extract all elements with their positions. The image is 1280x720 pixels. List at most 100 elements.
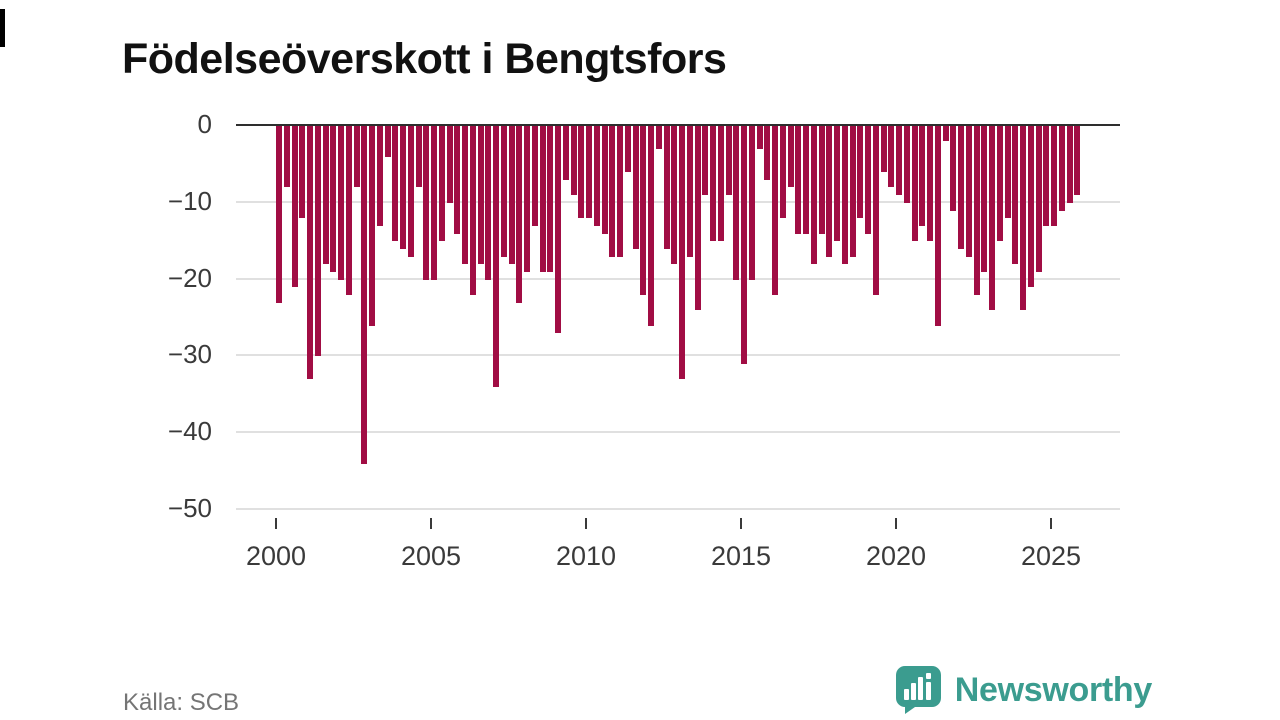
gridline bbox=[236, 354, 1120, 357]
bar bbox=[1066, 126, 1073, 203]
bar bbox=[291, 126, 298, 288]
bar bbox=[694, 126, 701, 311]
bar bbox=[927, 126, 933, 242]
bar bbox=[733, 126, 740, 280]
bar bbox=[617, 126, 623, 257]
bar bbox=[369, 126, 375, 326]
y-axis-label: −50 bbox=[167, 493, 212, 523]
bar bbox=[593, 126, 600, 226]
bar bbox=[1043, 126, 1050, 226]
bar bbox=[996, 126, 1003, 242]
bar bbox=[748, 126, 755, 280]
bar bbox=[834, 126, 840, 242]
bar bbox=[508, 126, 515, 265]
bar bbox=[314, 126, 321, 357]
bar bbox=[741, 126, 747, 365]
bar bbox=[516, 126, 523, 303]
chart-title: Födelseöverskott i Bengtsfors bbox=[122, 34, 727, 83]
gridline bbox=[236, 508, 1120, 510]
x-axis-tick bbox=[430, 518, 432, 529]
bar bbox=[896, 126, 902, 196]
source-note: Källa: SCB bbox=[123, 689, 240, 716]
bar bbox=[965, 126, 972, 257]
bar bbox=[400, 126, 406, 249]
bar bbox=[384, 126, 391, 157]
bar bbox=[872, 126, 879, 295]
bar bbox=[578, 126, 585, 219]
y-axis-label: −20 bbox=[167, 262, 212, 293]
bar bbox=[1027, 126, 1034, 288]
x-axis-label: 2000 bbox=[245, 541, 307, 571]
bar bbox=[376, 126, 383, 226]
bar bbox=[958, 126, 964, 249]
bar bbox=[826, 126, 833, 257]
bar bbox=[849, 126, 856, 257]
x-axis-label: 2010 bbox=[555, 541, 617, 571]
bar bbox=[431, 126, 437, 280]
bar bbox=[648, 126, 654, 326]
bar bbox=[787, 126, 794, 188]
bar bbox=[423, 126, 430, 280]
bar bbox=[547, 126, 554, 272]
bar bbox=[818, 126, 825, 234]
bar bbox=[725, 126, 732, 196]
bar bbox=[888, 126, 895, 188]
bar bbox=[353, 126, 360, 188]
x-axis-label: 2020 bbox=[865, 541, 927, 571]
bar bbox=[857, 126, 864, 219]
newsworthy-bubble-icon bbox=[895, 666, 941, 714]
bar bbox=[981, 126, 988, 272]
x-axis-zero-line bbox=[236, 124, 1120, 126]
bar bbox=[989, 126, 995, 311]
gridline bbox=[236, 200, 1120, 203]
bar bbox=[1020, 126, 1026, 311]
gridline bbox=[236, 431, 1120, 434]
y-axis-label: 0 bbox=[197, 109, 212, 139]
bar bbox=[299, 126, 306, 219]
newsworthy-logo: Newsworthy bbox=[895, 664, 1152, 716]
bar bbox=[485, 126, 492, 280]
bar bbox=[679, 126, 685, 380]
bar bbox=[880, 126, 887, 173]
x-axis-tick bbox=[585, 518, 587, 529]
bar bbox=[663, 126, 670, 249]
bar bbox=[655, 126, 662, 149]
bar bbox=[524, 126, 530, 272]
bar bbox=[717, 126, 724, 242]
bar bbox=[795, 126, 802, 234]
bar bbox=[919, 126, 926, 226]
x-axis-tick bbox=[740, 518, 742, 529]
bar bbox=[1051, 126, 1057, 226]
x-axis-tick bbox=[895, 518, 897, 529]
bar bbox=[772, 126, 778, 295]
bar bbox=[686, 126, 693, 257]
bar bbox=[640, 126, 647, 295]
bar bbox=[1074, 126, 1081, 196]
y-axis-label: −30 bbox=[167, 339, 212, 370]
bar bbox=[779, 126, 786, 219]
bar bbox=[462, 126, 468, 265]
bar bbox=[624, 126, 631, 173]
x-axis-label: 2025 bbox=[1020, 541, 1082, 571]
bar bbox=[407, 126, 414, 257]
bar bbox=[454, 126, 461, 234]
bar bbox=[710, 126, 716, 242]
bar bbox=[810, 126, 817, 265]
bar bbox=[539, 126, 546, 272]
bar bbox=[438, 126, 445, 242]
x-axis-label: 2015 bbox=[710, 541, 772, 571]
bar bbox=[911, 126, 918, 242]
bar bbox=[756, 126, 763, 149]
bar bbox=[601, 126, 608, 234]
bar bbox=[609, 126, 616, 257]
bar bbox=[415, 126, 422, 188]
y-axis-label: −10 bbox=[167, 185, 212, 216]
bar bbox=[632, 126, 639, 249]
bar bbox=[1012, 126, 1019, 265]
bar bbox=[283, 126, 290, 188]
bar bbox=[865, 126, 871, 234]
bar bbox=[307, 126, 313, 380]
bar bbox=[942, 126, 949, 142]
